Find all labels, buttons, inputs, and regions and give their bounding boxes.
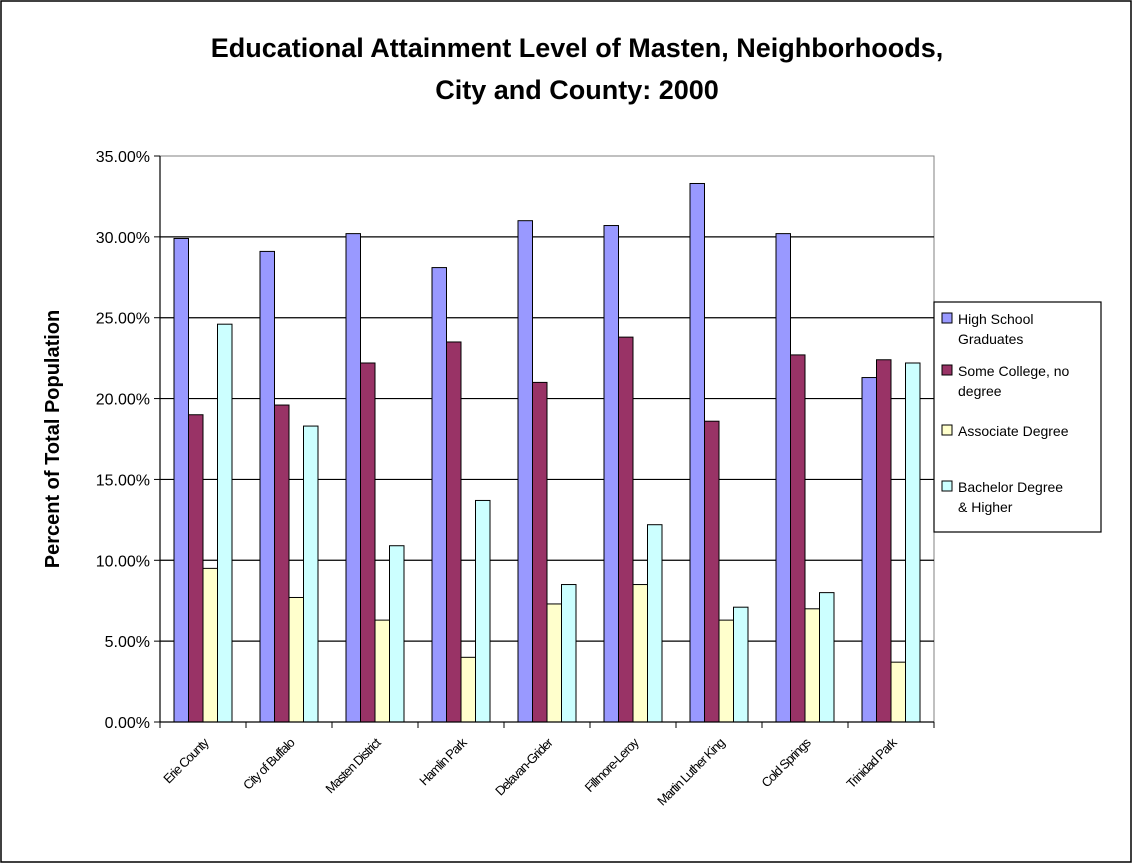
bar-bachelor-degree-higher-9 bbox=[905, 362, 921, 723]
bar-high-school-graduates-1 bbox=[173, 237, 189, 723]
bar-high-school-graduates-4 bbox=[431, 267, 447, 723]
bar-bachelor-degree-higher-4 bbox=[475, 499, 491, 723]
bar-some-college-no-degree-9 bbox=[876, 359, 892, 723]
bar-some-college-no-degree-6 bbox=[618, 336, 634, 723]
bar-bachelor-degree-higher-8 bbox=[819, 592, 835, 723]
legend-label-4: Bachelor Degree bbox=[958, 479, 1063, 495]
legend-swatch-4 bbox=[941, 480, 953, 492]
bar-some-college-no-degree-2 bbox=[274, 404, 290, 723]
legend: High School Graduates Some College, no degr… bbox=[933, 301, 1102, 533]
bar-bachelor-degree-higher-5 bbox=[561, 584, 577, 723]
y-tick-label: 15.00% bbox=[96, 472, 150, 489]
bar-bachelor-degree-higher-2 bbox=[303, 425, 319, 723]
bar-some-college-no-degree-4 bbox=[446, 341, 462, 723]
bar-some-college-no-degree-7 bbox=[704, 420, 720, 723]
bar-bachelor-degree-higher-7 bbox=[733, 606, 749, 723]
legend-label-1: Graduates bbox=[958, 331, 1023, 347]
legend-label-1: High School bbox=[958, 311, 1034, 327]
y-axis-label: Percent of Total Population bbox=[42, 310, 64, 569]
bar-bachelor-degree-higher-6 bbox=[647, 524, 663, 723]
y-tick-label: 5.00% bbox=[105, 634, 150, 651]
bar-bachelor-degree-higher-3 bbox=[389, 545, 405, 723]
bar-associate-degree-3 bbox=[374, 619, 390, 723]
bar-associate-degree-1 bbox=[202, 567, 218, 723]
bar-some-college-no-degree-1 bbox=[188, 414, 204, 723]
legend-label-4: & Higher bbox=[958, 499, 1013, 515]
legend-swatch-1 bbox=[941, 312, 953, 324]
bar-associate-degree-7 bbox=[718, 619, 734, 723]
chart-title-line-2: City and County: 2000 bbox=[435, 75, 719, 105]
y-tick-label: 30.00% bbox=[96, 230, 150, 247]
legend-swatch-2 bbox=[941, 364, 953, 376]
plot-area: 0.00% 5.00% 10.00% 15.00% 20.00% 25.00% 30.00%… bbox=[96, 149, 935, 809]
legend-swatch-3 bbox=[941, 424, 953, 436]
y-tick-label: 20.00% bbox=[96, 392, 150, 409]
bar-associate-degree-8 bbox=[804, 608, 820, 723]
y-tick-label: 35.00% bbox=[96, 149, 150, 166]
bar-associate-degree-6 bbox=[632, 584, 648, 723]
bar-associate-degree-2 bbox=[288, 596, 304, 723]
legend-label-2: Some College, no bbox=[958, 363, 1070, 379]
bar-high-school-graduates-8 bbox=[775, 233, 791, 723]
legend-label-3: Associate Degree bbox=[958, 423, 1069, 439]
legend-box bbox=[933, 301, 1102, 533]
bar-high-school-graduates-2 bbox=[259, 250, 275, 723]
bar-high-school-graduates-3 bbox=[345, 233, 361, 723]
bar-some-college-no-degree-3 bbox=[360, 362, 376, 723]
y-tick-label: 0.00% bbox=[105, 715, 150, 732]
bar-bachelor-degree-higher-1 bbox=[217, 323, 233, 723]
chart-title-line-1: Educational Attainment Level of Masten, … bbox=[211, 33, 944, 63]
bar-associate-degree-9 bbox=[890, 661, 906, 723]
bar-some-college-no-degree-8 bbox=[790, 354, 806, 723]
bar-high-school-graduates-6 bbox=[603, 225, 619, 723]
bar-high-school-graduates-5 bbox=[517, 220, 533, 723]
bar-high-school-graduates-9 bbox=[861, 377, 877, 723]
bar-associate-degree-5 bbox=[546, 603, 562, 723]
y-tick-label: 25.00% bbox=[96, 311, 150, 328]
bar-associate-degree-4 bbox=[460, 656, 476, 723]
y-tick-label: 10.00% bbox=[96, 553, 150, 570]
bar-some-college-no-degree-5 bbox=[532, 381, 548, 723]
bar-high-school-graduates-7 bbox=[689, 182, 705, 723]
legend-label-2: degree bbox=[958, 383, 1002, 399]
